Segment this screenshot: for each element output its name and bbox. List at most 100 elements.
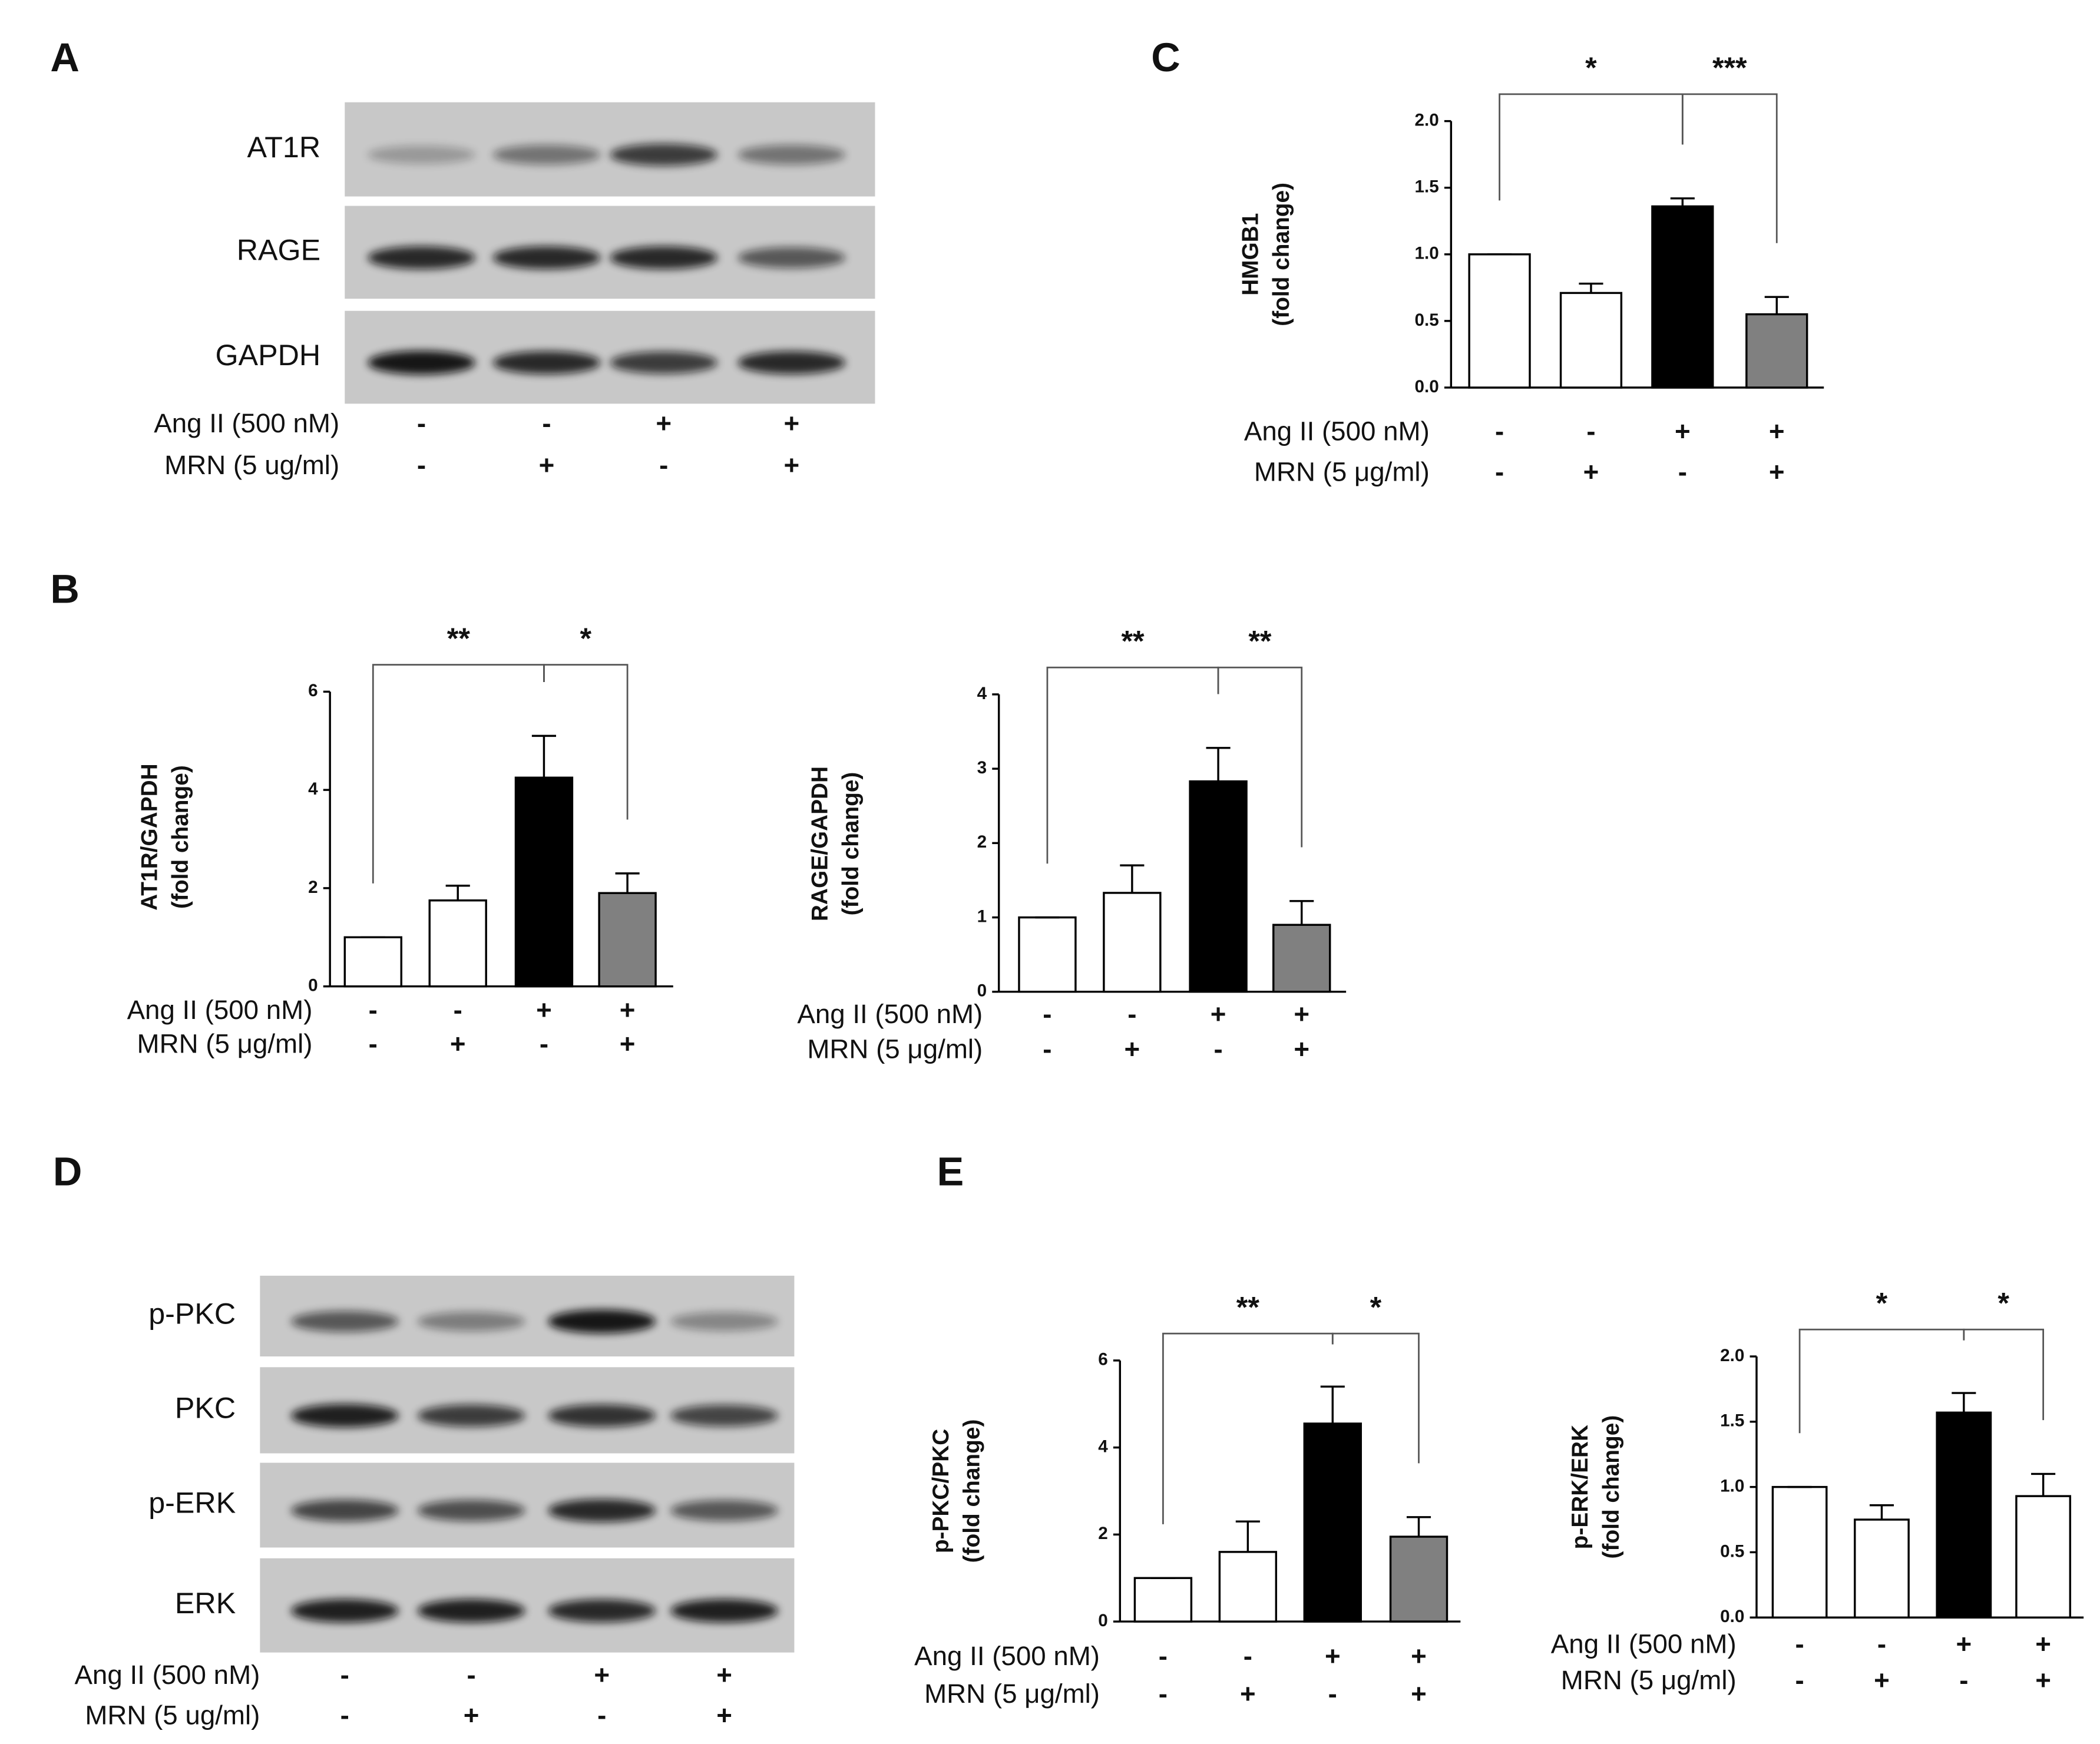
y-tick-label: 0	[308, 976, 318, 995]
significance-label: *	[1998, 1286, 2009, 1319]
error-bar	[1320, 1385, 1345, 1424]
y-axis-label: AT1R/GAPDH	[137, 763, 163, 911]
error-bar	[1206, 747, 1231, 782]
condition-sign: +	[1675, 416, 1691, 446]
significance-label: **	[447, 622, 471, 655]
blot-band	[290, 1500, 399, 1522]
significance-bracket	[1331, 1332, 1420, 1464]
bar	[1018, 916, 1077, 993]
condition-sign: +	[2035, 1629, 2051, 1659]
blot-band	[492, 351, 601, 375]
bar	[1936, 1411, 1992, 1619]
y-axis-label: (fold change)	[1599, 1415, 1624, 1559]
condition-sign: -	[340, 1700, 349, 1730]
blot-band	[417, 1500, 525, 1521]
condition-sign: +	[594, 1660, 610, 1690]
bar	[1468, 253, 1531, 389]
y-tick-label: 4	[977, 684, 987, 703]
y-tick-label: 1.0	[1415, 244, 1439, 263]
y-axis-label: RAGE/GAPDH	[807, 766, 832, 921]
condition-sign: -	[369, 995, 378, 1025]
blot-band	[670, 1500, 778, 1521]
condition-sign: +	[1956, 1629, 1972, 1659]
condition-sign: -	[542, 408, 551, 438]
blot-band	[610, 351, 718, 374]
blot-band	[290, 1311, 399, 1332]
condition-sign: +	[783, 450, 799, 480]
condition-sign: +	[1294, 1034, 1309, 1064]
band-label: p-ERK	[148, 1487, 236, 1520]
y-tick-label: 2	[977, 832, 987, 852]
condition-sign: -	[540, 1028, 548, 1058]
y-axis-label: (fold change)	[838, 772, 864, 916]
bar	[1559, 292, 1623, 389]
blot-band	[670, 1405, 778, 1427]
condition-sign: -	[1244, 1641, 1252, 1671]
condition-sign: +	[450, 1028, 466, 1058]
significance-label: *	[580, 622, 591, 655]
condition-sign: +	[1411, 1641, 1427, 1671]
error-bar	[531, 734, 557, 778]
condition-label: MRN (5 μg/ml)	[1254, 456, 1430, 487]
panel-label: A	[50, 35, 80, 80]
condition-sign: +	[716, 1660, 732, 1690]
band-label: ERK	[175, 1587, 236, 1620]
bar	[1272, 924, 1331, 993]
blot-band	[738, 351, 846, 375]
y-tick-label: 2	[1098, 1524, 1108, 1543]
error-bar	[1952, 1392, 1976, 1413]
condition-label: Ang II (500 nM)	[797, 999, 983, 1029]
significance-label: **	[1236, 1290, 1260, 1323]
bar	[598, 892, 657, 988]
panel-label: D	[53, 1149, 82, 1194]
band-label: RAGE	[237, 234, 320, 267]
error-bar	[1764, 296, 1789, 315]
y-axis-label: p-ERK/ERK	[1567, 1425, 1593, 1549]
y-tick-label: 4	[1098, 1437, 1108, 1456]
error-bar	[1579, 282, 1603, 293]
y-tick-label: 1.5	[1720, 1411, 1744, 1431]
band-label: GAPDH	[215, 339, 320, 372]
condition-sign: -	[1159, 1641, 1168, 1671]
condition-label: Ang II (500 nM)	[1551, 1629, 1737, 1659]
significance-bracket	[543, 664, 629, 820]
bar	[1389, 1535, 1448, 1623]
condition-sign: -	[1586, 416, 1595, 446]
bar	[514, 776, 574, 988]
band-label: p-PKC	[148, 1298, 236, 1331]
condition-sign: -	[1795, 1665, 1804, 1695]
condition-label: Ang II (500 nM)	[154, 408, 339, 438]
condition-sign: +	[1583, 456, 1599, 487]
condition-sign: +	[783, 408, 799, 438]
error-bar	[445, 885, 470, 901]
condition-label: Ang II (500 nM)	[1244, 416, 1430, 446]
bar	[428, 899, 487, 988]
significance-bracket	[1499, 93, 1684, 201]
condition-sign: +	[1411, 1679, 1427, 1709]
blot-band	[548, 1599, 656, 1623]
condition-sign: +	[2035, 1665, 2051, 1695]
significance-bracket	[1963, 1328, 2044, 1421]
y-tick-label: 2.0	[1415, 110, 1439, 130]
y-axis-label: (fold change)	[960, 1419, 985, 1563]
error-bar	[1289, 900, 1314, 925]
significance-label: **	[1121, 624, 1145, 657]
condition-label: Ang II (500 nM)	[914, 1641, 1100, 1671]
condition-sign: -	[1495, 456, 1504, 487]
condition-sign: +	[536, 995, 552, 1025]
y-tick-label: 0.0	[1720, 1607, 1744, 1626]
y-tick-label: 6	[308, 681, 318, 700]
condition-sign: -	[597, 1700, 606, 1730]
y-axis-label: (fold change)	[1269, 183, 1294, 326]
condition-sign: +	[1125, 1034, 1140, 1064]
blot-band	[738, 144, 846, 165]
condition-label: MRN (5 μg/ml)	[924, 1679, 1100, 1709]
blot-band	[670, 1312, 778, 1331]
condition-label: Ang II (500 nM)	[127, 995, 313, 1025]
significance-label: *	[1370, 1290, 1382, 1323]
error-bar	[1670, 197, 1695, 207]
bar	[343, 936, 402, 988]
bar	[1133, 1577, 1193, 1623]
panel-label: B	[50, 566, 80, 611]
y-tick-label: 0	[977, 981, 987, 1001]
